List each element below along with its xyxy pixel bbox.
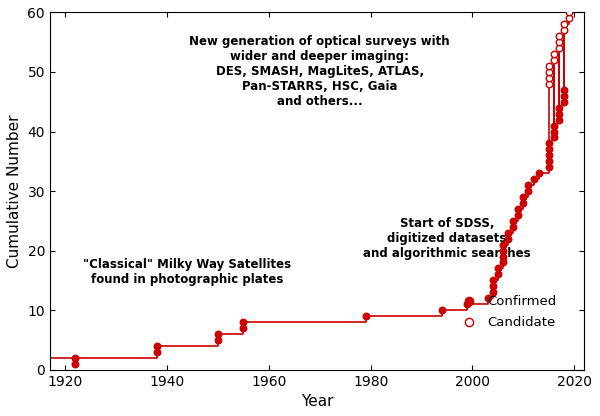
Point [544, 140, 554, 147]
Point [549, 122, 559, 129]
Point [518, 200, 528, 206]
Point [544, 146, 554, 153]
Point [544, 158, 554, 165]
Point [549, 128, 559, 135]
Point [559, 27, 569, 34]
Point [554, 45, 564, 52]
Point [493, 271, 503, 278]
Point [534, 170, 544, 176]
Legend: Confirmed, Candidate: Confirmed, Candidate [451, 290, 562, 334]
Point [554, 33, 564, 40]
Point [488, 277, 497, 284]
Point [508, 223, 518, 230]
Point [213, 337, 223, 343]
Point [437, 307, 446, 313]
Point [71, 354, 80, 361]
Point [239, 319, 248, 325]
Point [514, 206, 523, 212]
Point [503, 235, 513, 242]
Point [559, 92, 569, 99]
Point [559, 87, 569, 93]
Point [524, 188, 533, 194]
Point [488, 289, 497, 296]
Point [498, 241, 508, 248]
Point [463, 301, 472, 307]
Point [559, 21, 569, 28]
Point [524, 182, 533, 188]
X-axis label: Year: Year [301, 394, 334, 409]
Text: "Classical" Milky Way Satellites
found in photographic plates: "Classical" Milky Way Satellites found i… [83, 258, 292, 286]
Point [213, 331, 223, 337]
Point [544, 74, 554, 81]
Point [152, 342, 161, 349]
Point [549, 51, 559, 57]
Point [498, 247, 508, 254]
Point [544, 81, 554, 87]
Point [554, 116, 564, 123]
Point [549, 57, 559, 63]
Point [565, 9, 574, 16]
Point [498, 259, 508, 266]
Point [565, 15, 574, 22]
Point [239, 324, 248, 331]
Point [559, 99, 569, 105]
Point [493, 265, 503, 272]
Point [554, 104, 564, 111]
Y-axis label: Cumulative Number: Cumulative Number [7, 114, 22, 268]
Point [544, 152, 554, 158]
Point [514, 211, 523, 218]
Point [544, 164, 554, 171]
Point [529, 176, 538, 183]
Point [483, 295, 493, 302]
Point [71, 360, 80, 367]
Text: New generation of optical surveys with
wider and deeper imaging:
DES, SMASH, Mag: New generation of optical surveys with w… [190, 35, 450, 109]
Point [554, 110, 564, 117]
Point [498, 253, 508, 260]
Text: Start of SDSS,
digitized datasets
and algorithmic searches: Start of SDSS, digitized datasets and al… [363, 217, 531, 260]
Point [152, 349, 161, 355]
Point [554, 39, 564, 45]
Point [549, 134, 559, 141]
Point [503, 229, 513, 236]
Point [361, 313, 370, 319]
Point [518, 194, 528, 201]
Point [544, 63, 554, 69]
Point [544, 69, 554, 75]
Point [488, 283, 497, 290]
Point [508, 218, 518, 224]
